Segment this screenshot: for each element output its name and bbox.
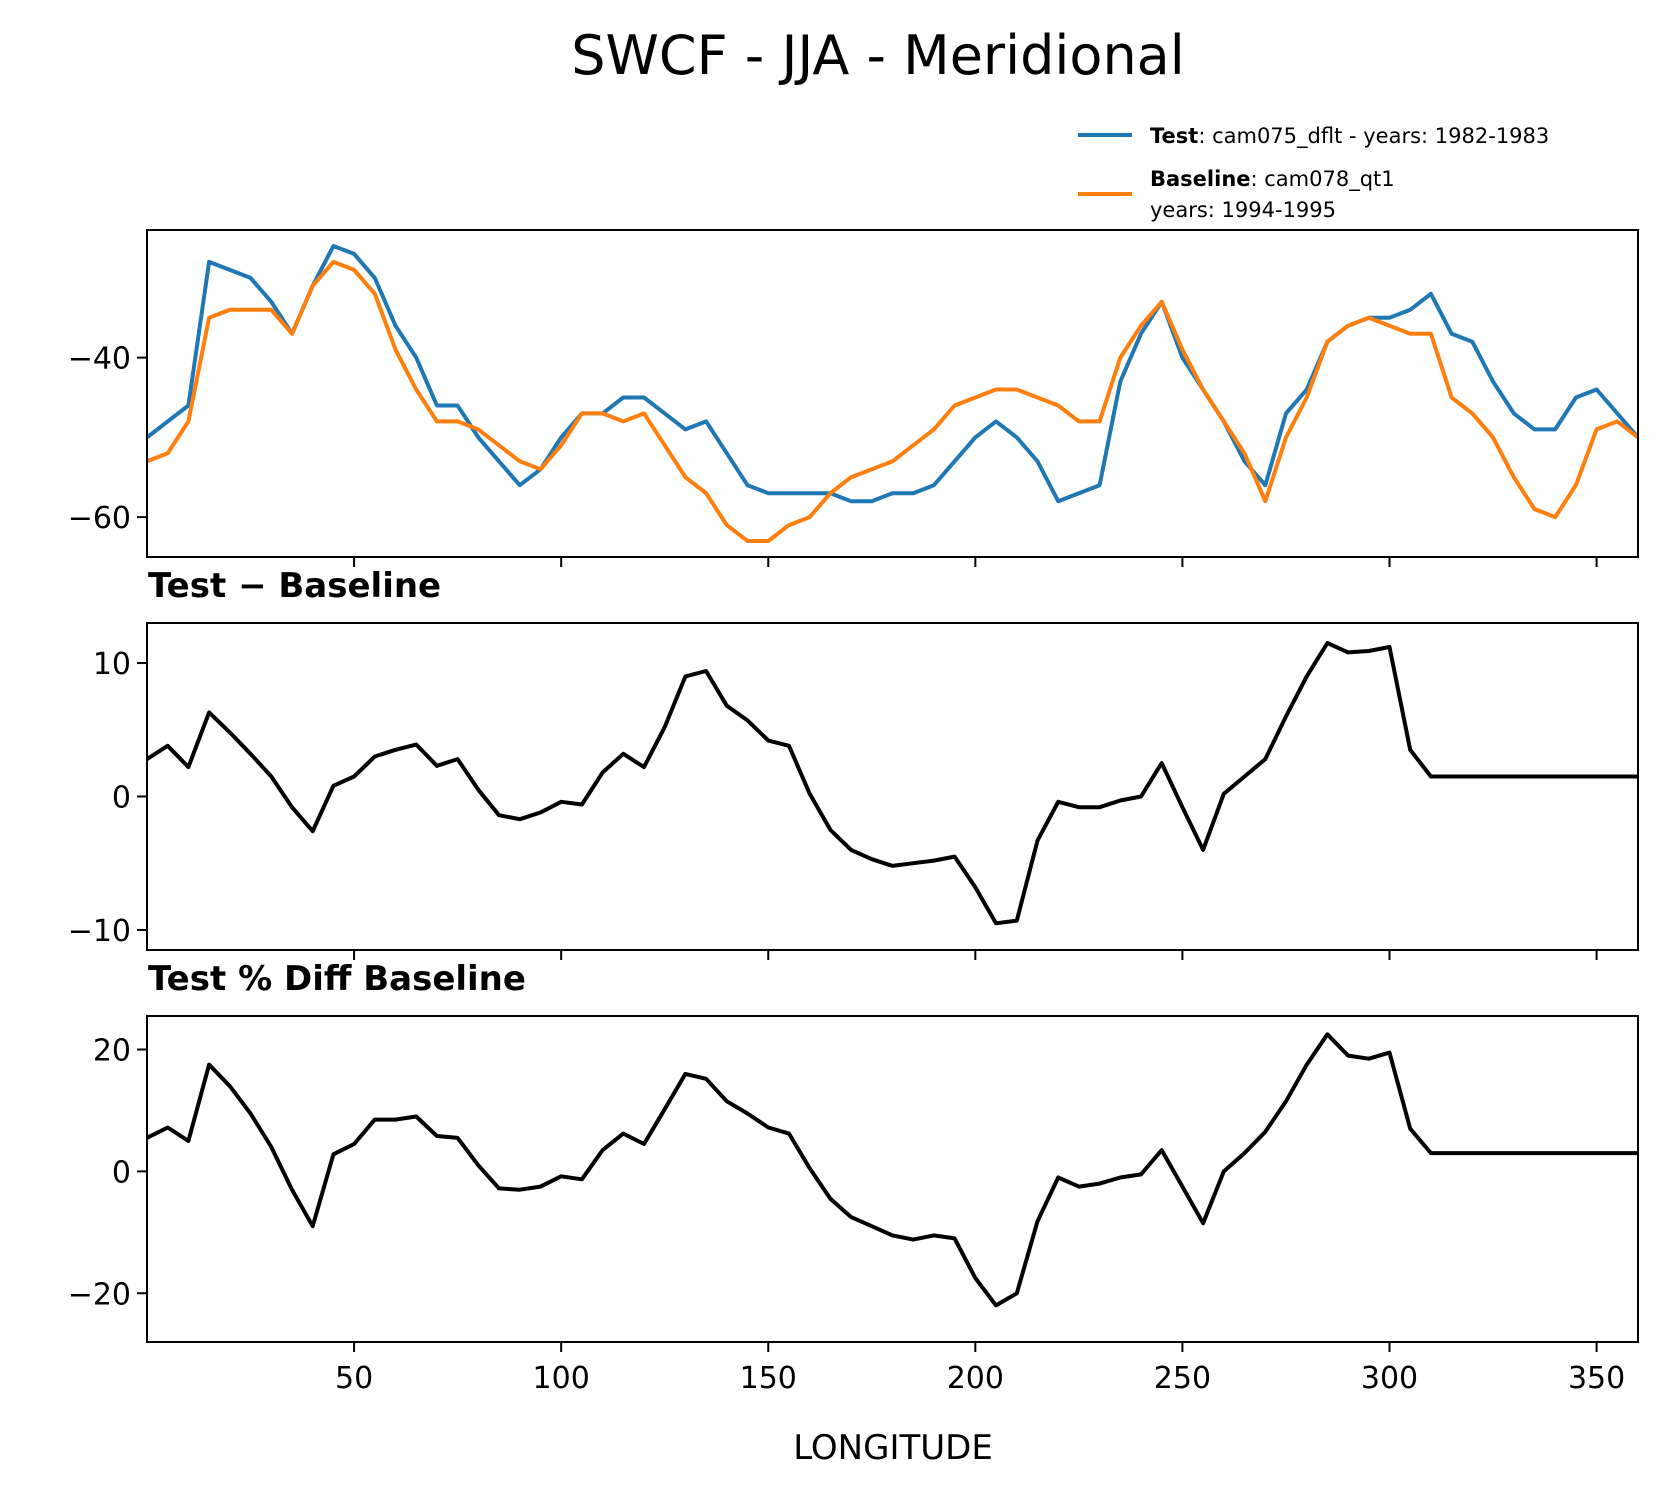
x-tick-label: 150 — [740, 1361, 797, 1396]
panel-test-baseline: −40 −60 — [68, 229, 1639, 567]
legend-baseline-years: years: 1994-1995 — [1150, 198, 1336, 222]
legend-test-rest: : cam075_dflt - years: 1982-1983 — [1198, 124, 1549, 149]
legend-test-bold: Test — [1150, 124, 1198, 148]
panel-difference: 10 0 −10 — [68, 622, 1639, 960]
x-tick-label: 350 — [1568, 1361, 1625, 1396]
y-tick-label: −40 — [68, 342, 131, 377]
legend-baseline-rest: : cam078_qt1 — [1251, 167, 1395, 192]
legend-baseline-label: Baseline: cam078_qt1 — [1150, 167, 1395, 192]
y-tick-label: −60 — [68, 501, 131, 536]
panel-2-title: Test − Baseline — [148, 566, 441, 606]
x-tick-label: 250 — [1154, 1361, 1211, 1396]
plot-frame — [146, 1015, 1639, 1343]
plot-frame — [146, 229, 1639, 558]
x-tick-label: 200 — [947, 1361, 1004, 1396]
y-tick-label: 0 — [112, 781, 131, 816]
legend: Test: cam075_dflt - years: 1982-1983 Bas… — [1078, 124, 1549, 222]
plot-frame — [146, 622, 1639, 951]
series-line-test-baseline — [147, 641, 1638, 926]
y-tick-label: 10 — [93, 647, 131, 682]
y-tick-label: −20 — [68, 1277, 131, 1312]
x-tick-label: 300 — [1361, 1361, 1418, 1396]
y-tick-label: −10 — [68, 914, 131, 949]
x-tick-label: 100 — [533, 1361, 590, 1396]
legend-test-label: Test: cam075_dflt - years: 1982-1983 — [1150, 124, 1549, 149]
x-axis-label: LONGITUDE — [793, 1428, 993, 1468]
panel-3-title: Test % Diff Baseline — [148, 959, 526, 999]
x-tick-label: 50 — [335, 1361, 373, 1396]
figure-title: SWCF - JJA - Meridional — [571, 24, 1185, 87]
series-line-baseline — [147, 259, 1638, 543]
series-line-test-diff-baseline — [147, 1032, 1638, 1308]
y-tick-label: 0 — [112, 1155, 131, 1190]
y-tick-label: 20 — [93, 1034, 131, 1069]
legend-baseline-bold: Baseline — [1150, 167, 1251, 191]
series-line-test — [147, 244, 1638, 504]
